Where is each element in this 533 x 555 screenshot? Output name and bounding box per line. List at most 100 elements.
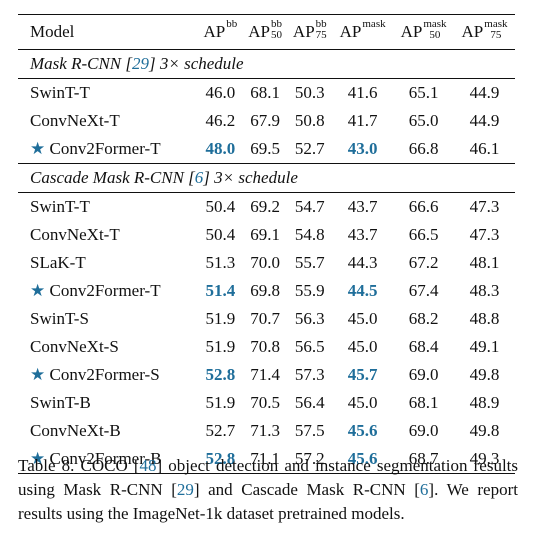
header-superscript: bb bbox=[270, 18, 282, 30]
header-subscript: 50 bbox=[270, 29, 282, 41]
metric-cell: 65.0 bbox=[408, 111, 439, 130]
metric-cell: 68.7 bbox=[393, 445, 455, 474]
model-name: ConvNeXt-T bbox=[30, 225, 120, 244]
header-label: AP bb 75 bbox=[293, 15, 327, 49]
header-ap-mask: AP mask bbox=[332, 14, 394, 50]
metric-cell: 43.0 bbox=[347, 139, 378, 158]
header-base: AP bbox=[203, 22, 226, 41]
metric-cell: 46.2 bbox=[205, 111, 236, 130]
model-name: Conv2Former-T bbox=[49, 139, 161, 158]
header-superscript: mask bbox=[362, 18, 386, 30]
header-label: AP mask bbox=[340, 15, 386, 49]
metric-cell: 69.2 bbox=[242, 192, 288, 221]
metric-cell: 69.5 bbox=[250, 139, 280, 158]
table-row: ConvNeXt-T 46.2 67.9 50.8 41.7 65.0 44.9 bbox=[18, 107, 515, 135]
model-name-cell: ConvNeXt-T bbox=[18, 221, 198, 249]
metric-cell: 69.0 bbox=[408, 365, 439, 384]
model-name: SwinT-B bbox=[30, 393, 91, 412]
caption-text: ]. We report results using the ImageNet-… bbox=[18, 480, 518, 523]
metric-cell: 69.0 bbox=[408, 421, 439, 440]
metric-cell: 51.9 bbox=[205, 337, 236, 356]
table-row: ConvNeXt-B 52.7 71.3 57.5 45.6 69.0 49.8 bbox=[18, 417, 515, 445]
citation-link[interactable]: 29 bbox=[132, 54, 149, 73]
model-name-cell: ConvNeXt-T bbox=[18, 107, 198, 135]
header-label: AP mask 50 bbox=[401, 15, 447, 49]
header-base: AP bbox=[400, 22, 423, 41]
metric-cell: 57.3 bbox=[294, 365, 325, 384]
section-title-row: Mask R-CNN [29] 3× schedule bbox=[18, 49, 515, 79]
metric-cell: 68.1 bbox=[242, 78, 288, 107]
header-scripts: mask 50 bbox=[423, 19, 446, 41]
metric-cell: 45.0 bbox=[347, 393, 378, 412]
header-ap-bb-75: AP bb 75 bbox=[287, 14, 333, 50]
citation-link[interactable]: 29 bbox=[176, 480, 194, 499]
metric-cell: 54.8 bbox=[294, 225, 325, 244]
model-name-cell: ★ Conv2Former-T bbox=[18, 277, 198, 305]
metric-cell: 45.7 bbox=[347, 365, 378, 384]
header-ap-mask-50: AP mask 50 bbox=[393, 14, 455, 50]
metric-cell: 65.1 bbox=[393, 78, 455, 107]
metric-cell: 41.6 bbox=[332, 78, 394, 107]
table-row: ConvNeXt-S 51.9 70.8 56.5 45.0 68.4 49.1 bbox=[18, 333, 515, 361]
metric-cell: 48.3 bbox=[469, 281, 500, 300]
star-icon: ★ bbox=[30, 365, 46, 384]
section-mask-rcnn: Mask R-CNN [29] 3× schedule SwinT-T 46.0 6… bbox=[18, 49, 515, 164]
model-name: SwinT-T bbox=[30, 83, 90, 102]
citation-link[interactable]: 48 bbox=[139, 456, 157, 475]
metric-cell: 45.6 bbox=[347, 421, 378, 440]
metric-cell: 48.9 bbox=[469, 393, 500, 412]
metric-cell: 67.2 bbox=[408, 253, 439, 272]
header-superscript: bb bbox=[226, 18, 238, 30]
metric-cell: 55.9 bbox=[294, 281, 325, 300]
metric-cell: 46.1 bbox=[469, 139, 500, 158]
model-name: ConvNeXt-S bbox=[30, 337, 119, 356]
header-base: AP bbox=[461, 22, 484, 41]
section-title-suffix: ] 3× schedule bbox=[203, 168, 298, 187]
header-subscript bbox=[362, 30, 385, 41]
header-model: Model bbox=[18, 14, 198, 50]
metric-cell: 66.5 bbox=[408, 225, 439, 244]
results-table: Model AP bb AP bb 50 AP bb 75 AP mask AP mask 50… bbox=[18, 14, 515, 474]
metric-cell: 50.4 bbox=[205, 225, 236, 244]
citation-link[interactable]: 6 bbox=[194, 168, 204, 187]
metric-cell: 57.2 bbox=[287, 445, 333, 474]
metric-cell: 45.6 bbox=[332, 445, 394, 474]
metric-cell: 68.4 bbox=[408, 337, 439, 356]
header-base: AP bbox=[292, 22, 315, 41]
metric-cell: 57.5 bbox=[294, 421, 325, 440]
model-name-cell: ConvNeXt-B bbox=[18, 417, 198, 445]
header-base: AP bbox=[248, 22, 270, 41]
metric-cell: 71.3 bbox=[250, 421, 280, 440]
citation-link[interactable]: 6 bbox=[419, 480, 429, 499]
metric-cell: 47.3 bbox=[469, 225, 500, 244]
metric-cell: 56.3 bbox=[294, 309, 325, 328]
model-name: Conv2Former-S bbox=[49, 365, 160, 384]
model-name-cell: SwinT-B bbox=[18, 389, 198, 417]
star-icon: ★ bbox=[30, 449, 46, 468]
header-label: AP bb bbox=[203, 15, 237, 49]
table-row: ★ Conv2Former-T 48.0 69.5 52.7 43.0 66.8 46.1 bbox=[18, 135, 515, 164]
section-title-row: Cascade Mask R-CNN [6] 3× schedule bbox=[18, 163, 515, 193]
model-name: SwinT-T bbox=[30, 197, 90, 216]
model-name-cell: SwinT-T bbox=[18, 192, 198, 221]
metric-cell: 44.9 bbox=[469, 111, 500, 130]
metric-cell: 52.7 bbox=[205, 421, 236, 440]
metric-cell: 48.1 bbox=[469, 253, 500, 272]
table-row: SwinT-S 51.9 70.7 56.3 45.0 68.2 48.8 bbox=[18, 305, 515, 333]
metric-cell: 49.3 bbox=[454, 445, 515, 474]
table-row: ★ Conv2Former-T 51.4 69.8 55.9 44.5 67.4 48.3 bbox=[18, 277, 515, 305]
metric-cell: 51.3 bbox=[205, 253, 236, 272]
metric-cell: 50.8 bbox=[294, 111, 325, 130]
header-scripts: bb 50 bbox=[271, 19, 282, 41]
header-label: AP bb 50 bbox=[248, 15, 282, 49]
metric-cell: 48.0 bbox=[205, 139, 236, 158]
model-name-cell: ConvNeXt-S bbox=[18, 333, 198, 361]
model-name: SLaK-T bbox=[30, 253, 86, 272]
metric-cell: 43.7 bbox=[347, 225, 378, 244]
metric-cell: 56.4 bbox=[294, 393, 325, 412]
metric-cell: 54.7 bbox=[287, 192, 333, 221]
metric-cell: 67.4 bbox=[408, 281, 439, 300]
header-superscript: bb bbox=[315, 18, 327, 30]
header-scripts: bb 75 bbox=[316, 19, 327, 41]
metric-cell: 67.9 bbox=[250, 111, 280, 130]
